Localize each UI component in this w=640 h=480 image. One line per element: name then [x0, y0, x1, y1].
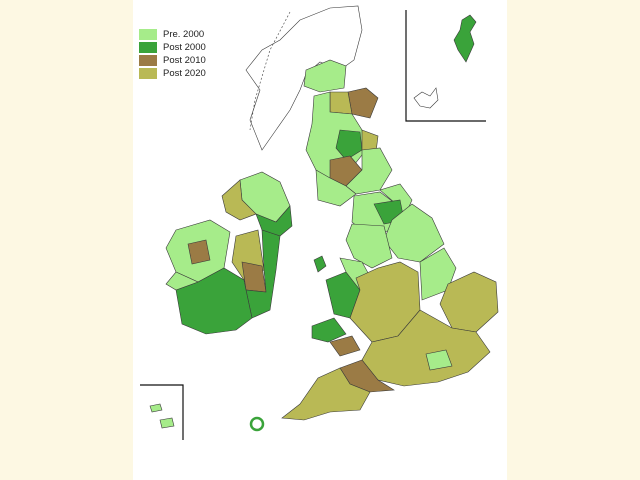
legend-item-pre-2000: Pre. 2000: [139, 28, 206, 41]
orkney-islands: [413, 87, 439, 109]
map-legend: Pre. 2000 Post 2000 Post 2010 Post 2020: [139, 28, 206, 80]
legend-label-pre-2000: Pre. 2000: [163, 29, 205, 40]
south-wales-brown: [329, 335, 361, 357]
legend-swatch-pre-2000: [139, 29, 157, 40]
isle-of-man-green: [313, 255, 327, 273]
legend-swatch-post-2010: [139, 55, 157, 66]
legend-label-post-2010: Post 2010: [163, 55, 206, 66]
legend-swatch-post-2000: [139, 42, 157, 53]
aberdeenshire-brown: [347, 87, 379, 119]
southwest-olive: [281, 367, 371, 421]
mayo-brown: [187, 239, 211, 265]
channel-islands-inset-frame: [140, 384, 184, 440]
shetland-inset-frame: [405, 10, 486, 122]
legend-swatch-post-2020: [139, 68, 157, 79]
shetland-island: [453, 14, 477, 63]
scotland-sea-boundary: [249, 11, 291, 131]
perth-green: [335, 129, 363, 161]
legend-label-post-2000: Post 2000: [163, 42, 206, 53]
west-wales-green: [311, 317, 347, 343]
dumfries-lime: [315, 169, 357, 207]
legend-item-post-2020: Post 2020: [139, 67, 206, 80]
legend-label-post-2020: Post 2020: [163, 68, 206, 79]
moray-olive: [329, 91, 353, 115]
kerry-lime: [165, 271, 199, 291]
jersey-island: [159, 417, 175, 429]
guernsey-island: [149, 403, 163, 413]
highland-lime-region: [303, 59, 347, 93]
legend-item-post-2000: Post 2000: [139, 41, 206, 54]
surrey-lime: [425, 349, 453, 371]
isles-of-scilly-marker: [249, 416, 265, 432]
scotland-highlands: [245, 5, 363, 151]
lancashire-lime: [345, 223, 393, 269]
east-anglia-olive: [439, 271, 499, 333]
legend-item-post-2010: Post 2010: [139, 54, 206, 67]
borders-lime: [345, 147, 393, 195]
munster-green: [175, 267, 253, 335]
